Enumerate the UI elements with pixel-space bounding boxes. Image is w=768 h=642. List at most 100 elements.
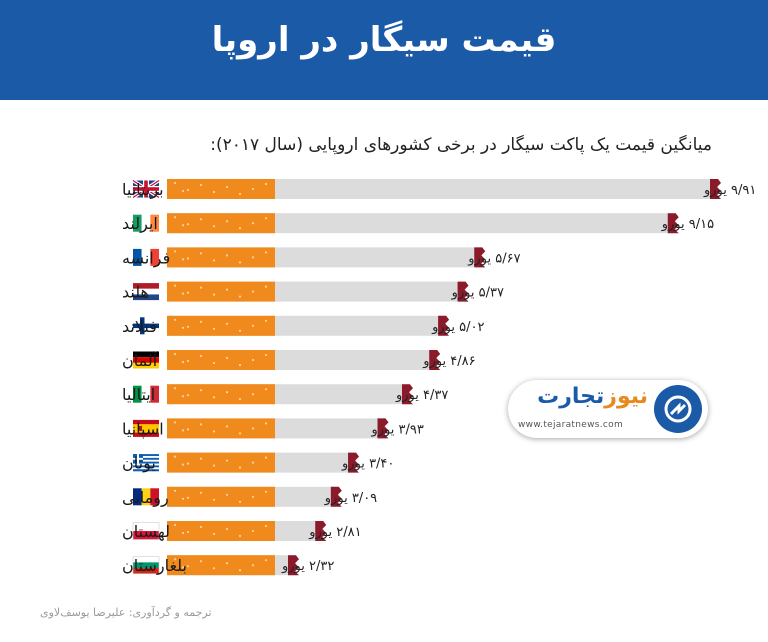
filter-speck: [264, 285, 268, 288]
filter-speck: [173, 181, 177, 185]
filter-speck: [181, 224, 185, 227]
filter-speck: [199, 525, 203, 529]
bar-paper: [167, 213, 676, 234]
bar-ash-tip: [474, 247, 486, 268]
filter-speck: [173, 216, 177, 219]
header-bar: قیمت سیگار در اروپا: [0, 0, 768, 100]
bar-ash-tip: [287, 555, 299, 576]
filter-speck: [225, 459, 229, 462]
filter-speck: [212, 567, 216, 570]
uk-flag: [132, 179, 160, 199]
filter-speck: [225, 356, 229, 360]
country-label: اسپانیا: [122, 419, 164, 439]
filter-speck: [225, 322, 229, 325]
romania-flag: [133, 488, 159, 506]
bar-ash-tip: [438, 315, 450, 336]
filter-speck: [199, 286, 203, 289]
bar-ash-tip: [401, 384, 413, 405]
bar-filter: [167, 521, 275, 541]
chart-subtitle: میانگین قیمت یک پاکت سیگار در برخی کشوره…: [210, 135, 712, 155]
filter-speck: [238, 398, 242, 401]
bar-filter: [167, 281, 275, 302]
filter-speck: [212, 327, 216, 330]
filter-speck: [264, 319, 268, 322]
filter-speck: [181, 360, 185, 364]
filter-speck: [199, 252, 203, 255]
bar-ash-tip: [315, 521, 327, 541]
bar-filter: [167, 247, 275, 268]
filter-speck: [251, 529, 255, 533]
value-label: ۳/۴۰ یورو: [341, 457, 394, 472]
bar-ash-tip: [457, 281, 469, 302]
country-label: آلمان: [122, 351, 159, 370]
country-label: لهستان: [122, 522, 170, 542]
bar-ash-tip: [377, 418, 389, 439]
tejaratnews-logo: نیوزتجارت www.tejaratnews.com: [508, 380, 708, 438]
filter-speck: [238, 363, 242, 367]
filter-speck: [181, 189, 185, 193]
value-label: ۴/۳۷ یورو: [395, 388, 448, 403]
value-label: ۲/۳۲ یورو: [281, 559, 334, 574]
logo-name-part1: تجارت: [537, 384, 605, 409]
filter-speck: [199, 320, 203, 323]
filter-speck: [264, 559, 268, 562]
filter-speck: [225, 185, 229, 189]
filter-speck: [173, 387, 177, 390]
bar-ash-tip: [667, 213, 679, 234]
filter-speck: [173, 455, 177, 458]
country-label: ایرلند: [122, 214, 158, 234]
value-label: ۹/۹۱ یورو: [703, 183, 756, 198]
value-label: ۹/۱۵ یورو: [661, 217, 714, 232]
filter-speck: [225, 527, 229, 531]
filter-speck: [186, 428, 190, 431]
filter-speck: [212, 396, 216, 399]
filter-speck: [186, 291, 190, 294]
filter-speck: [181, 497, 185, 500]
filter-speck: [212, 190, 216, 194]
poland-flag: [132, 522, 160, 540]
filter-speck: [199, 354, 203, 358]
filter-speck: [264, 251, 268, 254]
filter-speck: [212, 259, 216, 262]
bar-filter: [167, 418, 275, 439]
bar-ash-tip: [330, 486, 342, 507]
filter-speck: [225, 288, 229, 291]
filter-speck: [173, 558, 177, 561]
finland-flag: [133, 317, 159, 335]
filter-speck: [238, 466, 242, 469]
filter-speck: [181, 258, 185, 261]
value-label: ۳/۹۳ یورو: [371, 422, 424, 437]
bar-filter: [167, 384, 275, 405]
spain-flag: [133, 419, 159, 437]
filter-speck: [186, 325, 190, 328]
filter-speck: [199, 491, 203, 494]
bar-filter: [167, 555, 275, 576]
greece-flag: [133, 454, 159, 472]
filter-speck: [181, 395, 185, 398]
filter-speck: [173, 421, 177, 424]
filter-speck: [199, 423, 203, 426]
value-label: ۵/۳۷ یورو: [451, 286, 504, 301]
france-flag: [133, 248, 159, 266]
filter-speck: [186, 462, 190, 465]
filter-speck: [238, 227, 242, 230]
filter-speck: [251, 324, 255, 327]
filter-speck: [251, 290, 255, 293]
country-label: بلغارستان: [122, 556, 187, 576]
filter-speck: [251, 564, 255, 567]
filter-speck: [225, 254, 229, 257]
filter-speck: [173, 284, 177, 287]
value-label: ۳/۰۹ یورو: [324, 491, 377, 506]
bar-ash-tip: [710, 179, 721, 199]
filter-speck: [186, 394, 190, 397]
cigarette-bar-chart: ۹/۹۱ یورو بریتانیا ۹/۱۵ یورو ایرلند ۵/۶۷ یور…: [122, 179, 756, 576]
filter-speck: [181, 326, 185, 329]
filter-speck: [212, 430, 216, 433]
filter-speck: [173, 523, 177, 527]
filter-speck: [212, 293, 216, 296]
netherlands-flag: [133, 283, 159, 301]
bar-ash-tip: [348, 452, 360, 473]
filter-speck: [212, 464, 216, 467]
bar-ash-tip: [429, 350, 441, 370]
filter-speck: [264, 217, 268, 220]
